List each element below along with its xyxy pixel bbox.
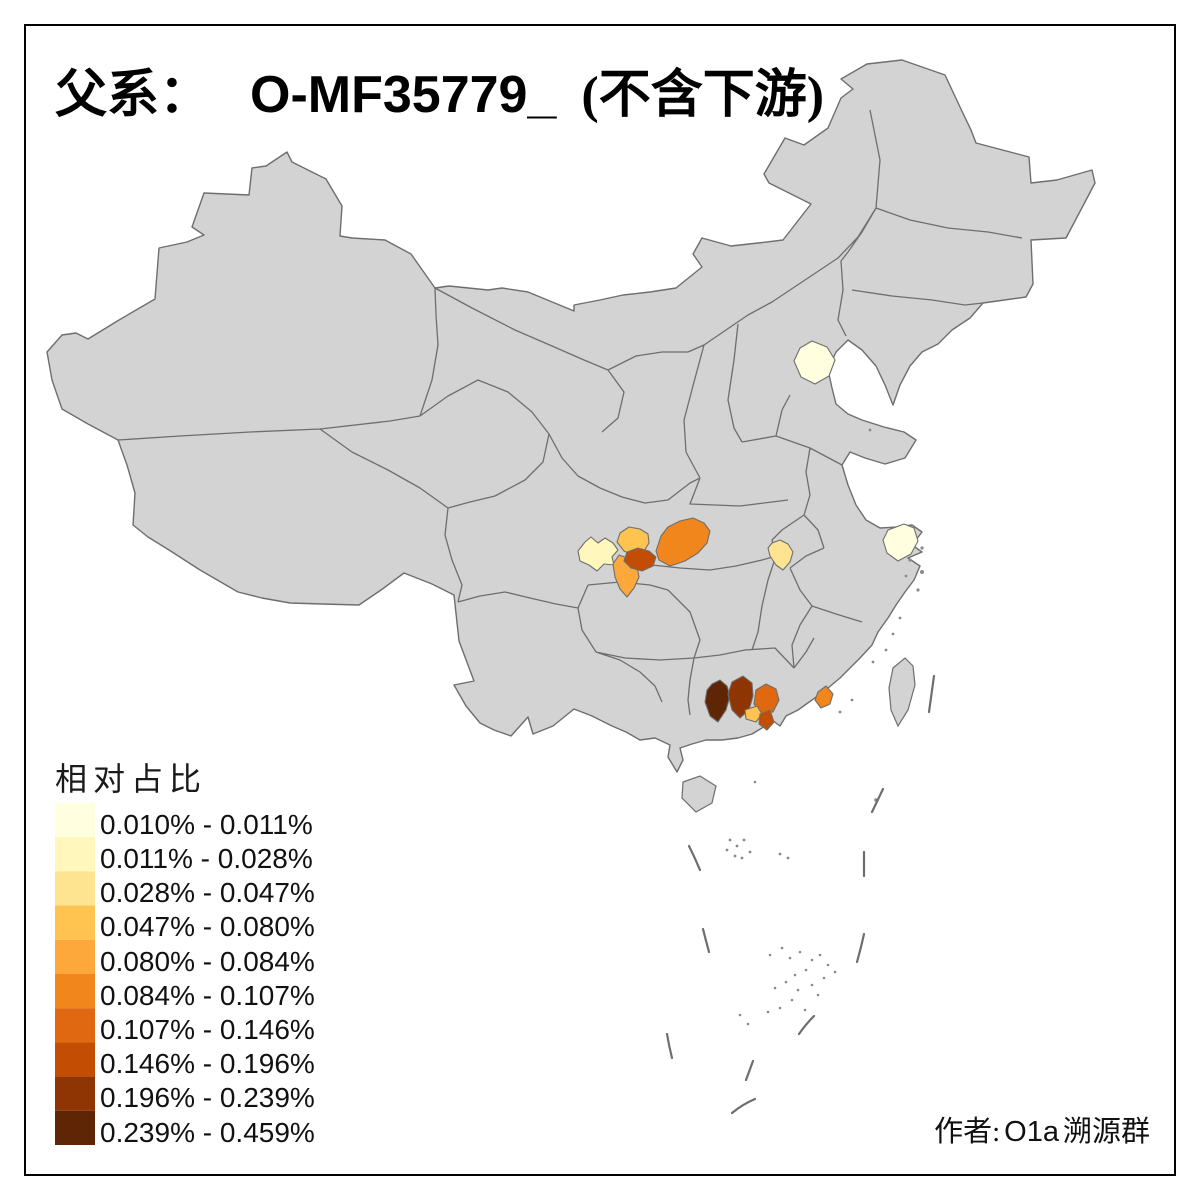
south-sea-island-dots	[725, 780, 878, 1026]
legend-swatch-8	[55, 1076, 95, 1111]
legend-swatch-9	[55, 1110, 95, 1145]
legend-label-4: 0.080% - 0.084%	[100, 946, 315, 977]
legend-swatch-7	[55, 1042, 95, 1077]
legend-label-3: 0.047% - 0.080%	[100, 911, 315, 942]
legend-swatch-4	[55, 939, 95, 974]
region-shanghai-area	[882, 523, 919, 562]
hainan-island	[681, 775, 717, 813]
legend-swatch-6	[55, 1008, 95, 1043]
legend-label-2: 0.028% - 0.047%	[100, 877, 315, 908]
attribution: 作者: O1a 溯源群	[934, 1115, 1150, 1148]
legend-swatch-2	[55, 871, 95, 906]
legend-swatch-1	[55, 837, 95, 872]
title-prefix: 父系：	[55, 66, 211, 124]
nine-dash-line	[665, 674, 936, 1115]
title-code: O-MF35779_	[250, 66, 557, 124]
region-chongqing-area	[655, 517, 711, 567]
legend-swatch-0	[55, 803, 95, 838]
attribution-prefix: 作者:	[934, 1115, 1000, 1148]
region-beijing-area	[793, 340, 836, 385]
coastal-island-dots	[838, 428, 924, 714]
legend: 相对占比 0.010% - 0.011% 0.011% - 0.028% 0.0…	[55, 761, 315, 1148]
taiwan-island	[888, 657, 916, 728]
region-west-guangdong-small-yellow	[744, 705, 763, 723]
legend-label-9: 0.239% - 0.459%	[100, 1117, 315, 1148]
region-central-hubei	[767, 539, 794, 571]
map-frame	[24, 24, 1176, 1176]
legend-swatch-5	[55, 974, 95, 1009]
choropleth-regions	[577, 340, 919, 731]
region-west-guangdong-small-dark	[758, 709, 775, 731]
legend-swatch-3	[55, 905, 95, 940]
title-suffix: (不含下游)	[581, 66, 824, 124]
legend-title: 相对占比	[55, 761, 207, 797]
legend-label-5: 0.084% - 0.107%	[100, 980, 315, 1011]
mainland-china	[46, 59, 1096, 773]
region-southeast-guangxi-dark	[704, 679, 731, 723]
legend-label-7: 0.146% - 0.196%	[100, 1048, 315, 1079]
region-central-sichuan-dark	[623, 547, 657, 572]
page-title: 父系： O-MF35779_ (不含下游)	[55, 66, 824, 124]
attribution-code: O1a	[1004, 1116, 1060, 1148]
region-west-sichuan	[577, 536, 619, 572]
region-east-guangdong-coastal	[814, 685, 834, 709]
province-borders	[117, 109, 1023, 716]
legend-label-6: 0.107% - 0.146%	[100, 1014, 315, 1045]
legend-label-0: 0.010% - 0.011%	[100, 809, 313, 840]
attribution-suffix: 溯源群	[1063, 1115, 1150, 1148]
legend-label-8: 0.196% - 0.239%	[100, 1082, 315, 1113]
region-west-guangdong-orange	[753, 683, 780, 715]
legend-label-1: 0.011% - 0.028%	[100, 843, 313, 874]
